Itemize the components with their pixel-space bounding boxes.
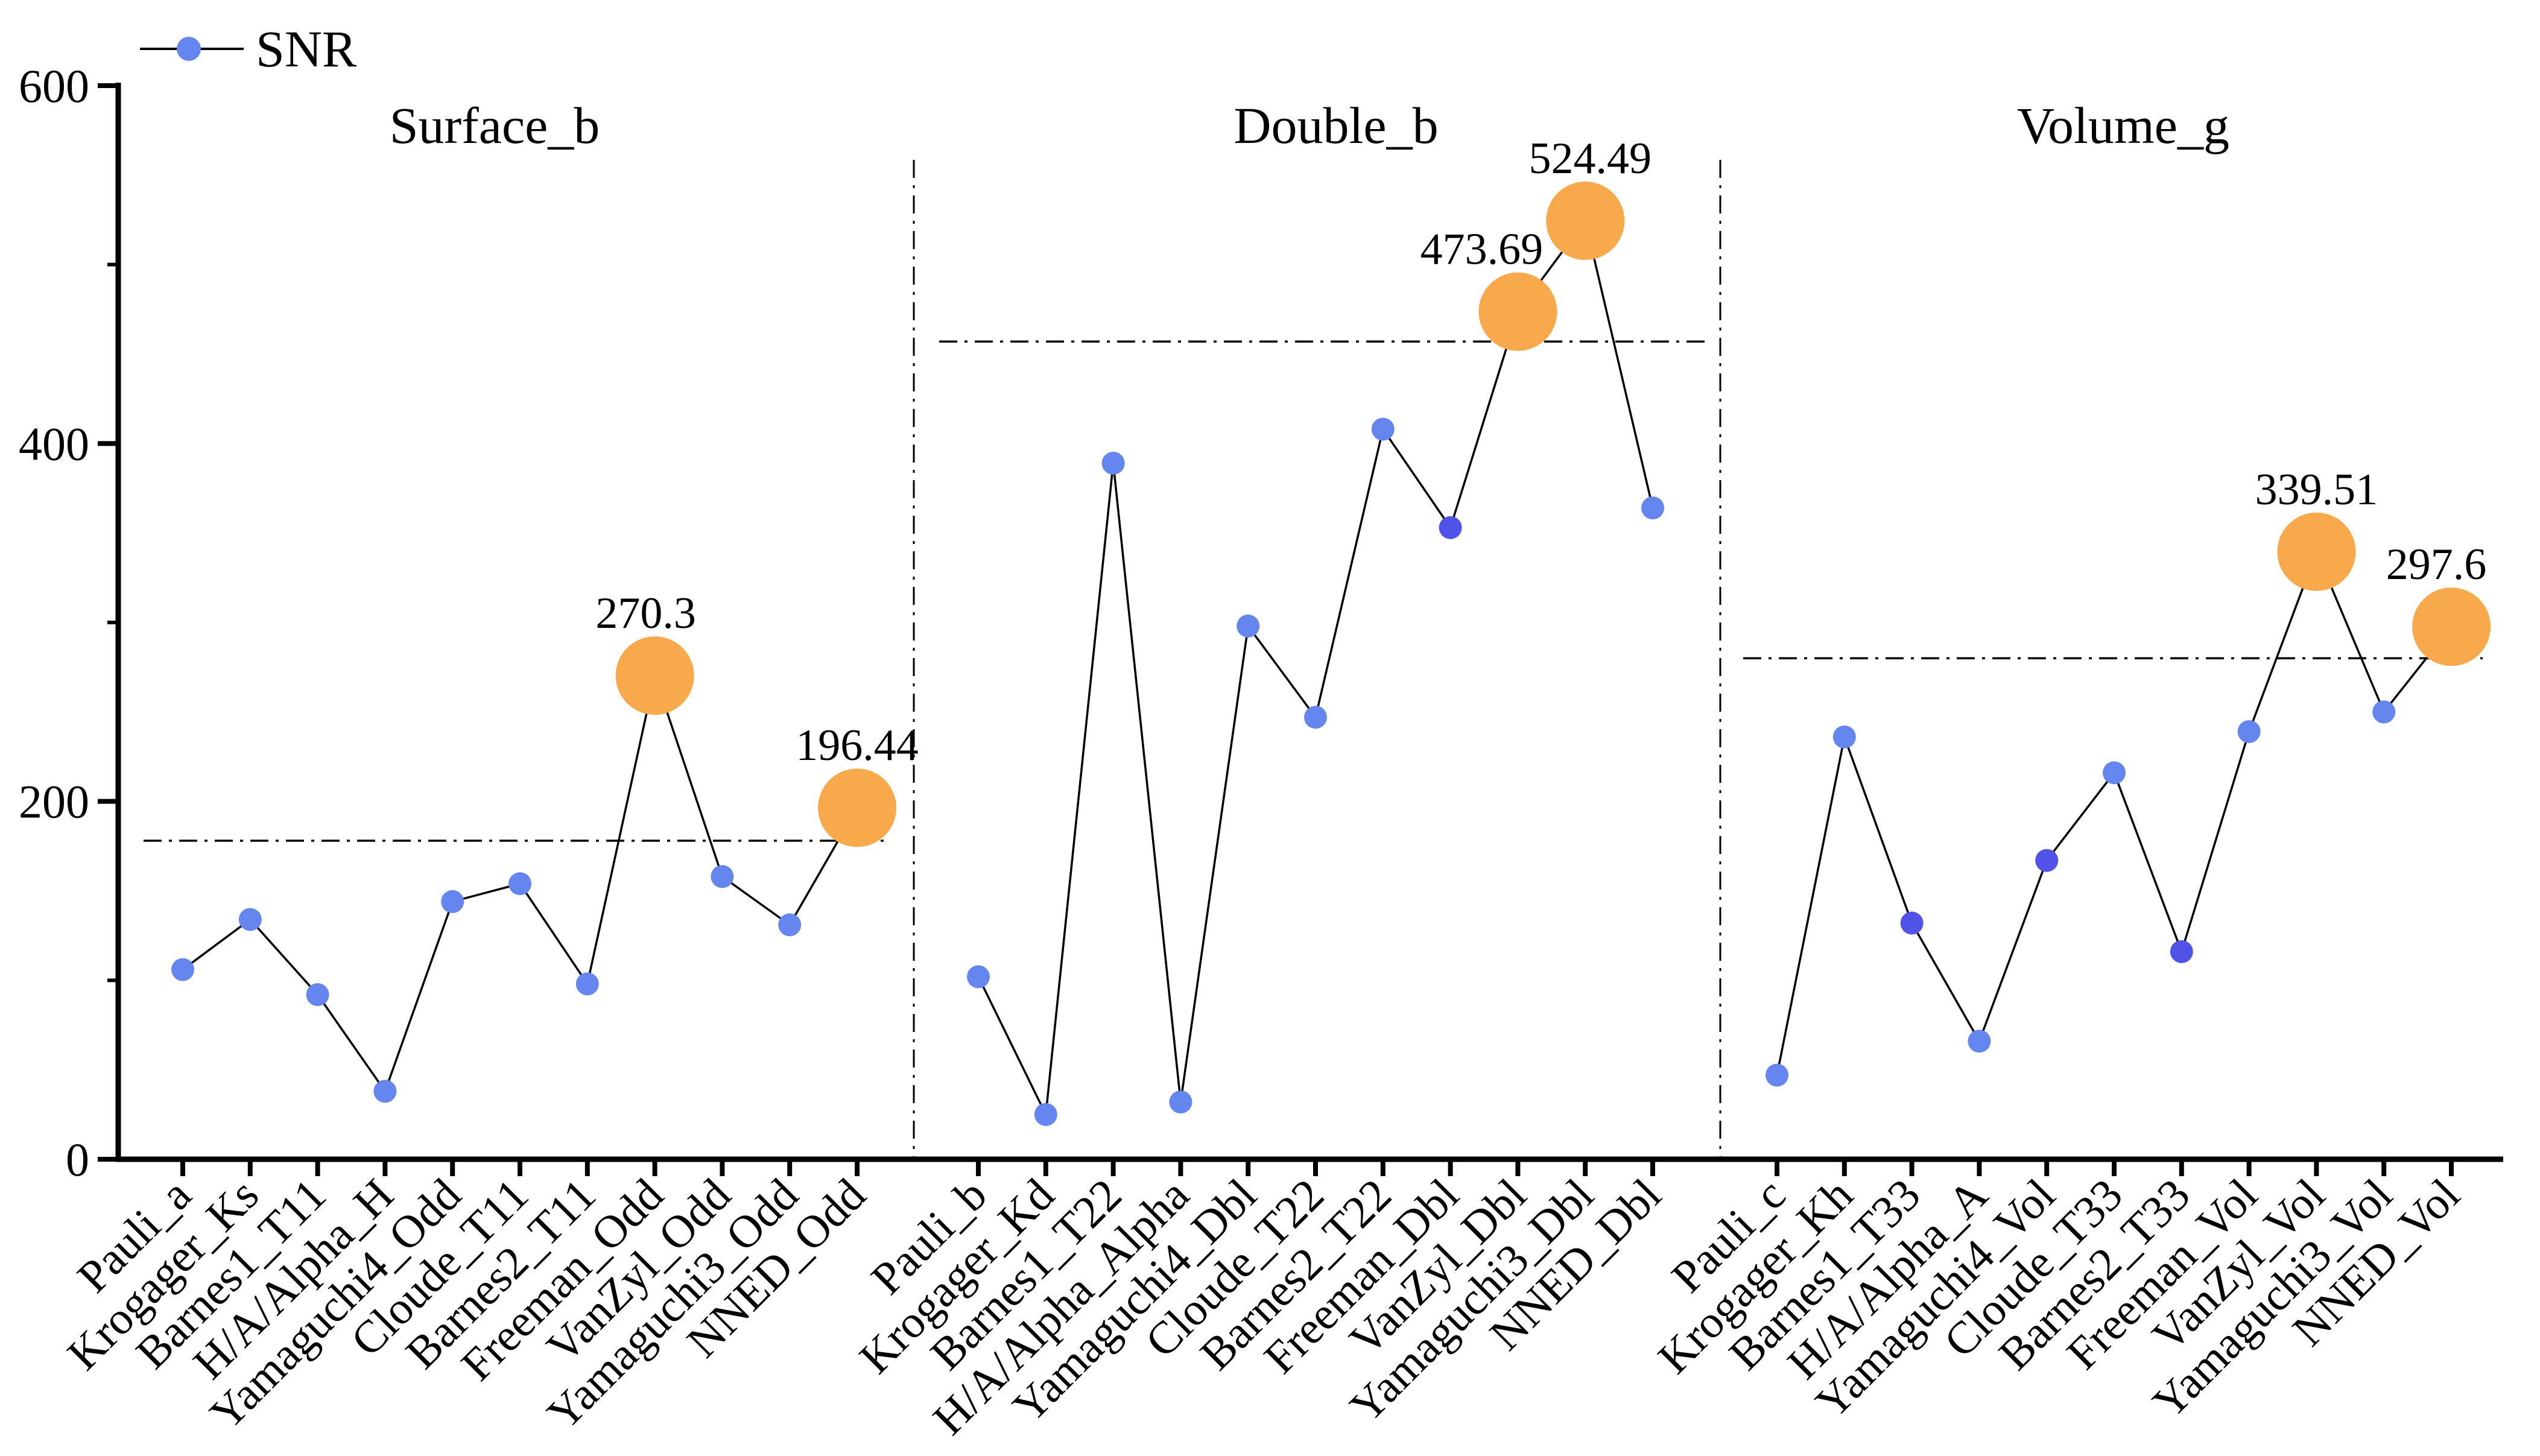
- legend-label: SNR: [256, 20, 357, 78]
- data-point: [1832, 725, 1856, 749]
- annotation-label: 339.51: [2255, 465, 2378, 514]
- annotation-label: 473.69: [1420, 225, 1544, 274]
- data-point: [967, 965, 990, 989]
- y-axis-tick-label: 200: [19, 776, 89, 828]
- data-point: [373, 1080, 397, 1103]
- annotation-label: 196.44: [796, 721, 919, 770]
- annotation-label: 297.6: [2386, 540, 2487, 589]
- data-point: [1237, 614, 1260, 638]
- data-point: [778, 913, 802, 937]
- data-point: [1101, 451, 1125, 475]
- highlight-point: [1546, 182, 1625, 261]
- data-point: [1034, 1103, 1057, 1126]
- data-point: [1169, 1090, 1192, 1114]
- y-axis-tick-label: 400: [19, 417, 89, 470]
- data-point: [2035, 849, 2059, 872]
- data-point: [711, 865, 734, 888]
- data-point: [1968, 1030, 1991, 1053]
- highlight-point: [615, 636, 694, 715]
- data-point: [171, 958, 194, 981]
- y-axis-tick-label: 600: [19, 60, 89, 112]
- data-point: [575, 972, 599, 996]
- data-point: [238, 908, 262, 931]
- data-point: [2170, 940, 2193, 963]
- data-point: [508, 872, 531, 896]
- data-point: [1900, 911, 1924, 935]
- legend-dot-icon: [177, 37, 201, 61]
- panel-title: Double_b: [1234, 97, 1438, 154]
- data-point: [2103, 761, 2126, 785]
- data-point: [1439, 516, 1462, 539]
- highlight-point: [1478, 272, 1557, 351]
- y-axis-tick-label: 0: [66, 1133, 89, 1186]
- annotation-label: 270.3: [595, 589, 696, 638]
- data-point: [2372, 700, 2396, 724]
- data-point: [1766, 1063, 1788, 1087]
- panel-title: Volume_g: [2017, 97, 2229, 154]
- data-point: [1304, 706, 1327, 729]
- data-point: [1371, 417, 1395, 441]
- highlight-point: [818, 768, 896, 847]
- data-point: [2237, 720, 2261, 743]
- highlight-point: [2277, 512, 2356, 591]
- highlight-point: [2412, 587, 2491, 666]
- data-point: [306, 983, 329, 1007]
- annotation-label: 524.49: [1528, 134, 1652, 183]
- panel-title: Surface_b: [390, 97, 600, 154]
- data-point: [1641, 496, 1664, 520]
- data-point: [441, 890, 464, 913]
